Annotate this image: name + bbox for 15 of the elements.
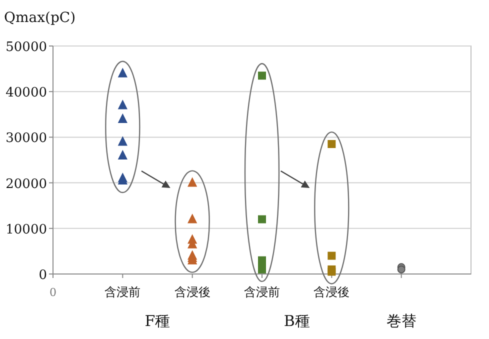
y-tick-label: 50000 <box>6 40 47 55</box>
text: F種 <box>144 312 170 330</box>
y-tick-label: 30000 <box>6 131 47 146</box>
x-tick-label: 含浸前 <box>104 285 141 299</box>
x-tick-label: 含浸後 <box>174 285 210 299</box>
text: 巻替 <box>386 312 416 330</box>
x-tick-label: 0 <box>50 286 56 299</box>
y-tick-label: 20000 <box>6 176 47 192</box>
y-tick-label: 10000 <box>6 222 47 238</box>
x-tick-label: 含浸前 <box>244 285 280 299</box>
x-tick-label: 含浸後 <box>314 285 350 299</box>
y-axis-title: Qmax(pC) <box>4 10 76 26</box>
y-tick-label: 0 <box>38 268 47 283</box>
y-tick-label: 40000 <box>6 86 47 101</box>
text: B種 <box>284 312 310 330</box>
